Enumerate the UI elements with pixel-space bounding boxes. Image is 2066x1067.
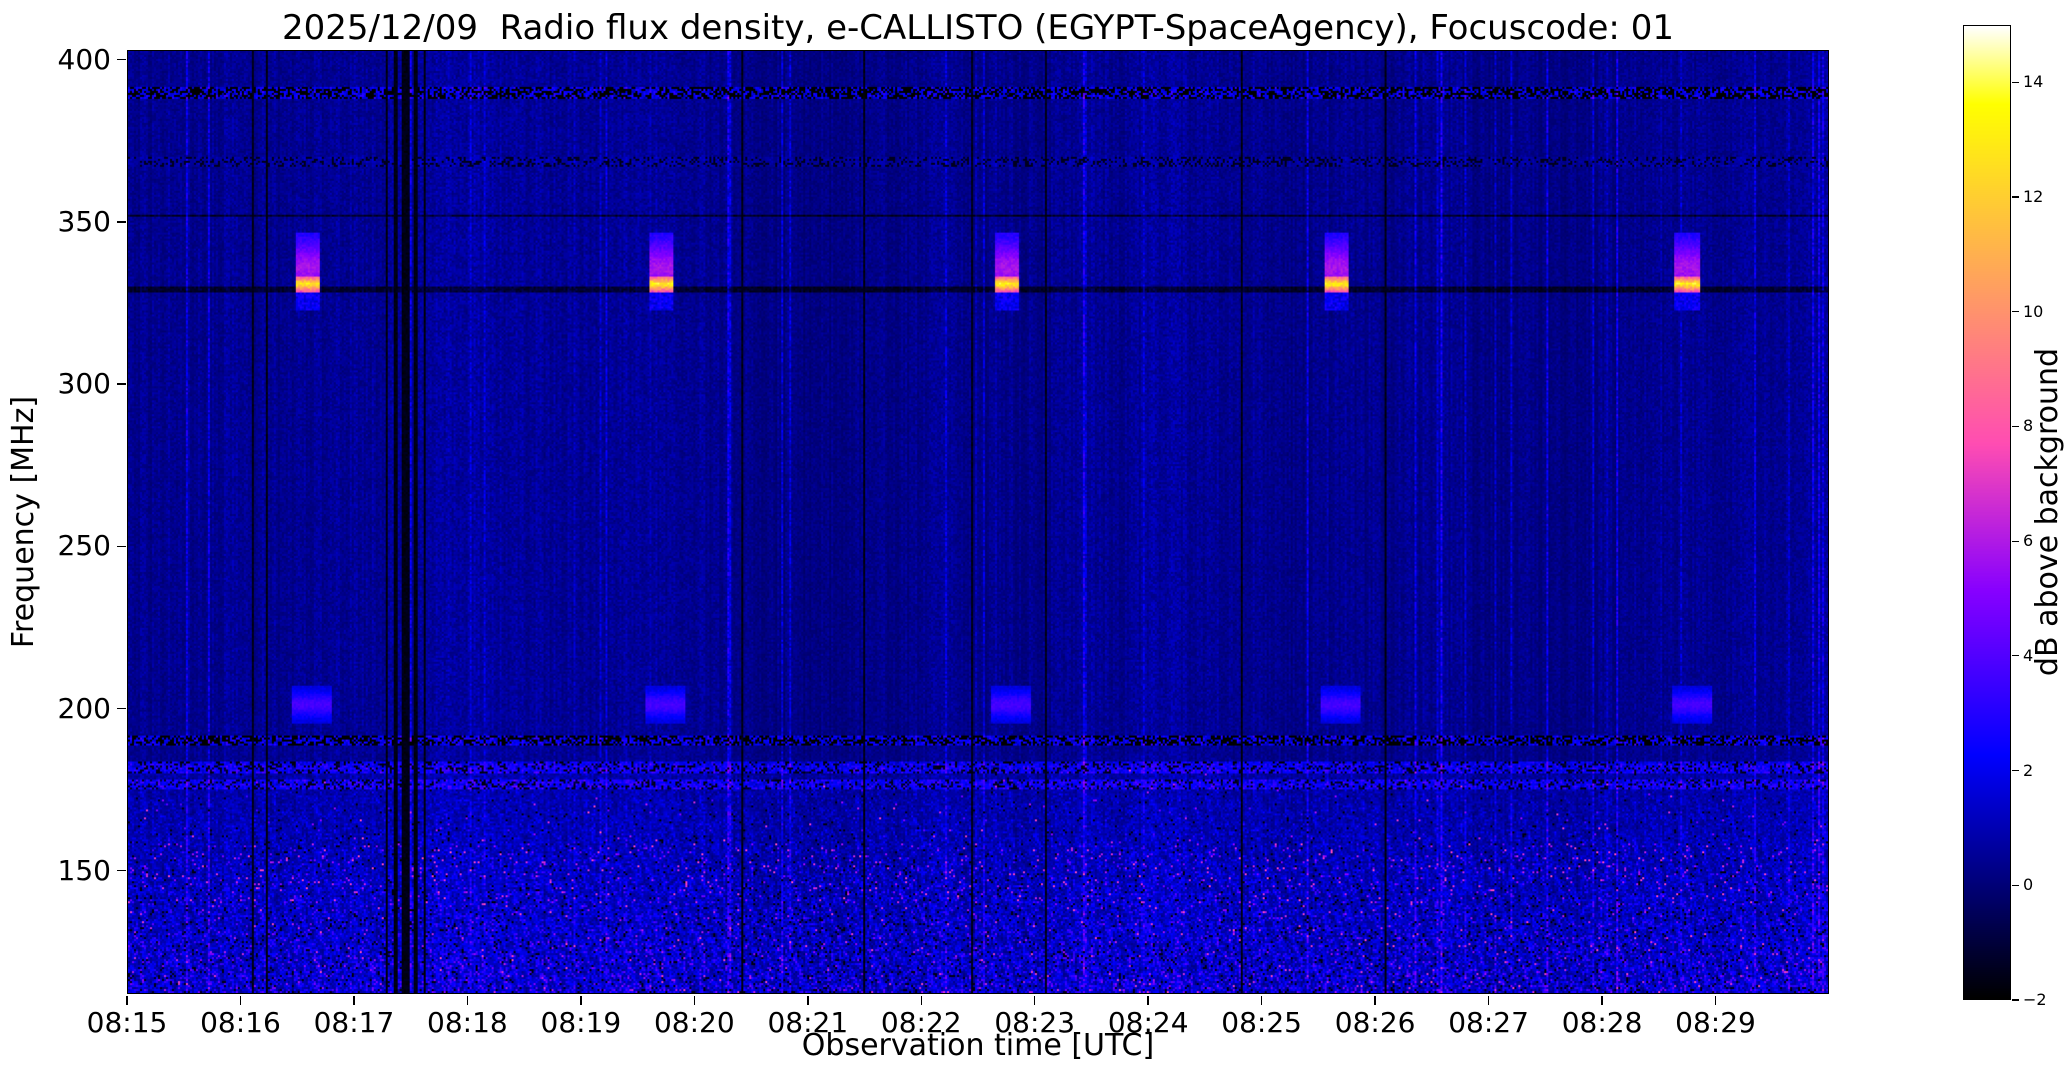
x-tick-label: 08:26 xyxy=(1334,1006,1416,1039)
y-tick-label: 250 xyxy=(57,529,111,563)
colorbar-tick-label: 14 xyxy=(2023,72,2044,92)
x-tick-label: 08:23 xyxy=(994,1006,1076,1039)
colorbar-tick-label: 10 xyxy=(2023,301,2044,321)
x-tick-mark xyxy=(693,996,696,1005)
x-tick-mark xyxy=(1714,996,1717,1005)
plot-area xyxy=(127,50,1829,994)
colorbar-gradient xyxy=(1964,26,2010,999)
colorbar-tick-label: −2 xyxy=(2023,990,2047,1009)
x-tick-mark xyxy=(126,996,128,1005)
y-tick-mark xyxy=(117,383,126,385)
y-tick-label: 300 xyxy=(57,367,111,401)
x-tick-label: 08:21 xyxy=(767,1006,849,1039)
colorbar-tick-label: 4 xyxy=(2023,645,2034,665)
colorbar-tick-label: 0 xyxy=(2023,875,2034,895)
x-tick-label: 08:15 xyxy=(86,1006,168,1039)
colorbar xyxy=(1963,25,2011,1000)
x-tick-mark xyxy=(1260,996,1263,1005)
x-tick-label: 08:22 xyxy=(880,1006,962,1039)
colorbar-tick-mark xyxy=(2012,540,2019,542)
colorbar-tick-mark xyxy=(2012,311,2019,313)
x-tick-label: 08:24 xyxy=(1107,1006,1189,1039)
colorbar-tick-mark xyxy=(2012,425,2019,428)
spectrogram-canvas xyxy=(128,51,1828,993)
x-axis-label: Observation time [UTC] xyxy=(801,1028,1155,1063)
x-tick-mark xyxy=(353,996,355,1005)
colorbar-tick-mark xyxy=(2012,655,2019,657)
y-tick-mark xyxy=(117,58,126,61)
x-tick-mark xyxy=(580,996,582,1005)
x-tick-label: 08:19 xyxy=(540,1006,622,1039)
x-tick-label: 08:18 xyxy=(427,1006,508,1039)
colorbar-tick-label: 6 xyxy=(2023,531,2034,551)
y-tick-label: 400 xyxy=(57,42,111,76)
colorbar-tick-mark xyxy=(2012,884,2019,886)
x-tick-mark xyxy=(1487,996,1490,1005)
colorbar-tick-label: 2 xyxy=(2023,760,2034,780)
colorbar-tick-label: 12 xyxy=(2023,187,2044,207)
x-tick-label: 08:25 xyxy=(1221,1006,1302,1039)
colorbar-tick-mark xyxy=(2012,999,2019,1001)
y-tick-mark xyxy=(117,221,126,223)
x-tick-label: 08:27 xyxy=(1448,1006,1529,1039)
x-tick-label: 08:16 xyxy=(200,1006,281,1039)
x-tick-mark xyxy=(239,996,242,1005)
y-tick-mark xyxy=(117,545,126,548)
x-tick-mark xyxy=(466,996,469,1005)
y-tick-label: 200 xyxy=(57,691,111,725)
x-tick-label: 08:28 xyxy=(1561,1006,1643,1039)
x-tick-mark xyxy=(920,996,923,1005)
x-tick-mark xyxy=(1374,996,1376,1005)
x-tick-mark xyxy=(1033,996,1036,1005)
colorbar-tick-mark xyxy=(2012,769,2019,772)
x-tick-label: 08:29 xyxy=(1675,1006,1756,1039)
colorbar-tick-mark xyxy=(2012,196,2019,198)
y-tick-label: 350 xyxy=(57,204,111,238)
y-tick-mark xyxy=(117,707,126,710)
x-tick-mark xyxy=(1601,996,1603,1005)
chart-title: 2025/12/09 Radio flux density, e-CALLIST… xyxy=(282,8,1674,48)
colorbar-tick-label: 8 xyxy=(2023,416,2034,436)
colorbar-tick-mark xyxy=(2012,81,2019,83)
x-tick-label: 08:17 xyxy=(313,1006,395,1039)
x-tick-label: 08:20 xyxy=(653,1006,735,1039)
y-axis-label: Frequency [MHz] xyxy=(6,395,41,649)
y-tick-mark xyxy=(117,869,126,872)
x-tick-mark xyxy=(807,996,809,1005)
y-tick-label: 150 xyxy=(57,853,111,887)
x-tick-mark xyxy=(1147,996,1149,1005)
